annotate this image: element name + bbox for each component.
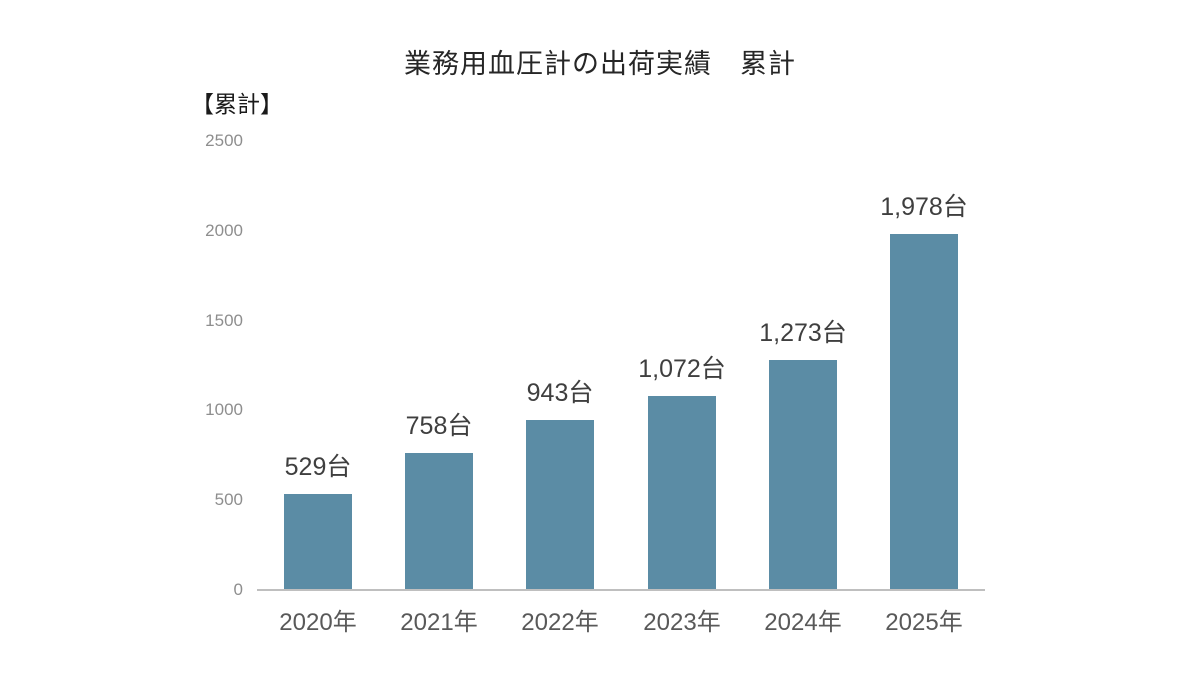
x-axis-label: 2023年 <box>643 609 721 636</box>
bar-value-label: 1,072台 <box>638 355 726 383</box>
x-axis-label: 2025年 <box>885 609 963 636</box>
y-axis-tick-label: 500 <box>214 490 243 510</box>
y-axis-tick-label: 1000 <box>205 400 243 420</box>
bar-2024年 <box>769 360 837 589</box>
bar-2021年 <box>405 453 473 589</box>
y-axis-tick-label: 2500 <box>205 131 243 150</box>
bar-2025年 <box>890 234 958 589</box>
x-axis-line <box>257 589 985 591</box>
y-axis-corner-label: 【累計】 <box>191 91 283 117</box>
y-axis-tick-label: 2000 <box>205 220 243 240</box>
chart-title: 業務用血圧計の出荷実績 累計 <box>404 49 796 79</box>
bar-value-label: 758台 <box>405 412 473 440</box>
bar-2023年 <box>648 396 716 589</box>
bar-value-label: 1,273台 <box>759 319 847 347</box>
x-axis-label: 2020年 <box>279 609 357 636</box>
y-axis-tick-label: 1500 <box>205 310 243 330</box>
bar-value-label: 1,978台 <box>880 193 968 221</box>
bar-2020年 <box>284 494 352 589</box>
x-axis-label: 2024年 <box>764 609 842 636</box>
x-axis-label: 2022年 <box>521 609 599 636</box>
x-axis-label: 2021年 <box>400 609 478 636</box>
bar-value-label: 529台 <box>284 453 352 481</box>
bar-2022年 <box>526 420 594 589</box>
y-axis-tick-label: 0 <box>233 580 243 599</box>
bar-value-label: 943台 <box>526 379 594 407</box>
